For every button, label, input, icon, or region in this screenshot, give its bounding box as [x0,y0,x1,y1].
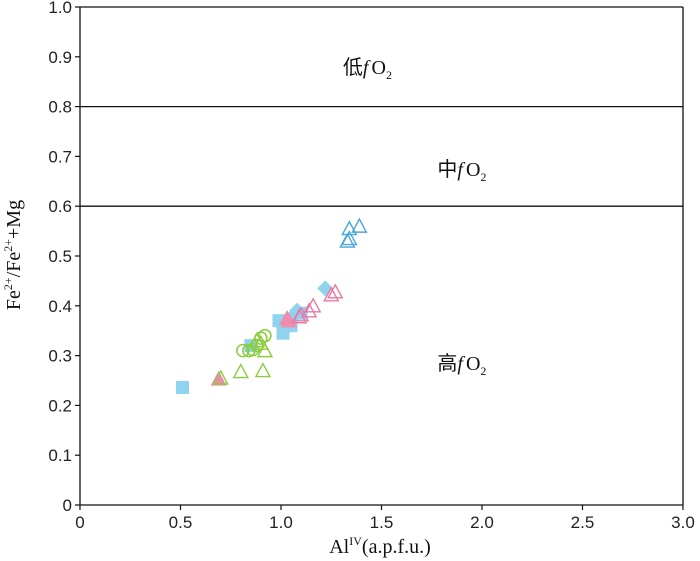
y-tick-label: 0 [63,496,72,515]
pink-open-triangle-point [323,286,340,302]
y-tick-label: 0.3 [48,347,72,366]
green-open-circle-point [258,328,272,343]
region-label-2: 高f O2 [437,352,486,378]
x-tick-label: 3.0 [671,513,695,532]
y-tick-label: 0.8 [48,98,72,117]
green-open-triangle-point [232,363,249,379]
region-label-0: 低f O2 [343,56,392,82]
y-tick-label: 0.9 [48,48,72,67]
green-open-circle-point [250,338,264,353]
ticks [75,6,684,510]
blue-open-triangle-point [341,220,358,236]
y-tick-label: 0.4 [48,297,72,316]
green-open-triangle-point [212,369,229,385]
x-tick-label: 1.0 [269,513,293,532]
region-boundaries [80,105,683,207]
tick-labels: 0 0.1 0.2 0.3 0.4 0.5 0.6 0.7 0.8 0.9 1.0 0 0.5 1.0 1.… [48,0,694,532]
pink-open-triangle-point [327,283,344,299]
x-tick-label: 2.5 [571,513,595,532]
y-tick-label: 0.6 [48,197,72,216]
blue-open-triangle-point [341,230,358,246]
pink-filled-triangle-point [281,312,298,328]
x-tick-label: 0 [75,513,84,532]
y-axis-title: Fe2+/Fe2++Mg [1,200,25,310]
region-label-1: 中f O2 [437,158,486,184]
green-open-triangle-point [254,362,272,378]
x-tick-label: 2.0 [470,513,494,532]
y-tick-label: 0.7 [48,147,72,166]
y-tick-label: 0.2 [48,396,72,415]
pink-open-triangle-point [304,297,322,313]
region-labels: 低f O2 中f O2 高f O2 [343,56,486,378]
data-points [176,217,368,394]
green-open-circle-point [246,342,260,357]
x-tick-label: 0.5 [169,513,193,532]
green-open-circle-point [236,343,250,358]
y-tick-label: 0.5 [48,247,72,266]
blue-open-triangle-point [351,217,368,233]
cyan-square-point [176,380,190,394]
pink-open-triangle-point [292,306,310,322]
y-tick-label: 1.0 [48,0,72,17]
x-tick-label: 1.5 [370,513,394,532]
x-axis-title: AlIV(a.p.f.u.) [329,534,431,558]
y-tick-label: 0.1 [48,446,72,465]
pink-open-triangle-point [300,302,318,318]
